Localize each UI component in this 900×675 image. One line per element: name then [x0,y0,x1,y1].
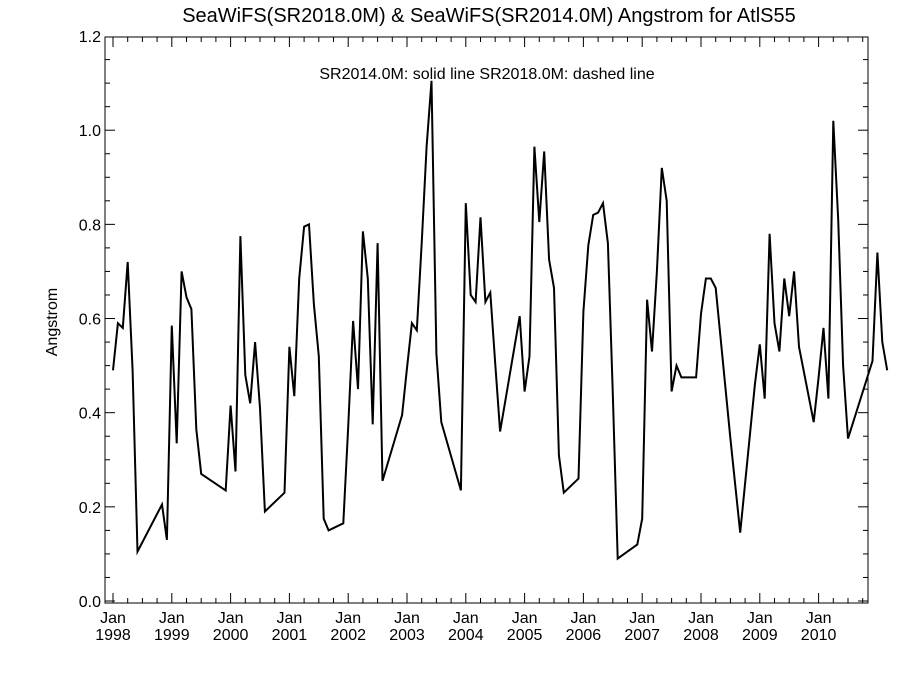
x-tick-label-year: 1998 [95,627,131,644]
x-tick-label-year: 1999 [154,627,190,644]
y-tick-label: 0.2 [79,500,101,517]
series-layer [112,80,889,561]
x-axis: Jan1998Jan1999Jan2000Jan2001Jan2002Jan20… [95,37,864,644]
chart-title: SeaWiFS(SR2018.0M) & SeaWiFS(SR2014.0M) … [182,5,796,27]
x-tick-label-month: Jan [218,610,244,627]
y-tick-label: 1.2 [79,29,101,46]
x-tick-label-year: 2009 [742,627,778,644]
x-tick-label-year: 2004 [448,627,484,644]
x-tick-label-year: 2005 [507,627,543,644]
x-tick-label-month: Jan [512,610,538,627]
x-tick-label-year: 2000 [213,627,249,644]
x-tick-label-year: 2002 [330,627,366,644]
x-tick-label-month: Jan [277,610,303,627]
x-tick-label-month: Jan [159,610,185,627]
x-tick-label-month: Jan [571,610,597,627]
y-tick-label: 0.0 [79,594,101,611]
x-tick-label-month: Jan [688,610,714,627]
y-tick-label: 0.6 [79,312,101,329]
x-tick-label-year: 2001 [272,627,308,644]
x-tick-label-year: 2008 [683,627,719,644]
chart-annotation: SR2014.0M: solid line SR2018.0M: dashed … [319,66,654,83]
y-axis: 0.0 0.2 0.4 0.6 0.8 1.0 1.2 [79,29,868,611]
y-tick-label: 1.0 [79,123,101,140]
x-tick-label-month: Jan [453,610,479,627]
x-tick-label-year: 2007 [624,627,660,644]
x-tick-label-month: Jan [100,610,126,627]
y-axis-label: Angstrom [44,288,61,356]
x-tick-label-month: Jan [335,610,361,627]
series-line-sr2014-0m [112,80,889,561]
x-tick-label-month: Jan [806,610,832,627]
y-tick-label: 0.4 [79,406,101,423]
y-tick-label: 0.8 [79,217,101,234]
x-tick-label-year: 2003 [389,627,425,644]
x-tick-label-year: 2010 [801,627,837,644]
plot-frame [104,36,869,604]
x-tick-label-month: Jan [747,610,773,627]
x-tick-label-year: 2006 [566,627,602,644]
x-tick-label-month: Jan [629,610,655,627]
x-tick-label-month: Jan [394,610,420,627]
